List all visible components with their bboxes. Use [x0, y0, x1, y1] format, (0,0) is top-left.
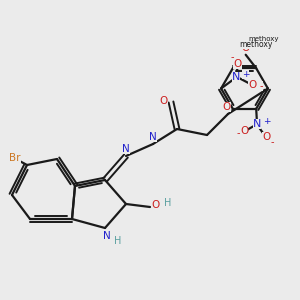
- Text: O: O: [222, 102, 231, 112]
- Text: -: -: [260, 81, 263, 91]
- Text: -: -: [271, 137, 274, 147]
- Text: methoxy: methoxy: [239, 40, 273, 49]
- Text: -: -: [231, 52, 234, 62]
- Text: O: O: [233, 59, 242, 69]
- Text: -: -: [236, 128, 240, 138]
- Text: methoxy: methoxy: [248, 36, 279, 42]
- Text: O: O: [241, 43, 249, 53]
- Text: H: H: [114, 236, 121, 246]
- Text: N: N: [253, 119, 261, 129]
- Text: O: O: [159, 95, 168, 106]
- Text: O: O: [248, 80, 257, 90]
- Text: +: +: [263, 117, 270, 126]
- Text: O: O: [262, 132, 271, 142]
- Text: Br: Br: [9, 153, 21, 164]
- Text: N: N: [232, 71, 240, 82]
- Text: N: N: [103, 231, 110, 242]
- Text: N: N: [122, 144, 130, 154]
- Text: O: O: [152, 200, 160, 211]
- Text: H: H: [164, 197, 172, 208]
- Text: +: +: [242, 70, 250, 79]
- Text: N: N: [149, 132, 157, 142]
- Text: O: O: [240, 126, 248, 136]
